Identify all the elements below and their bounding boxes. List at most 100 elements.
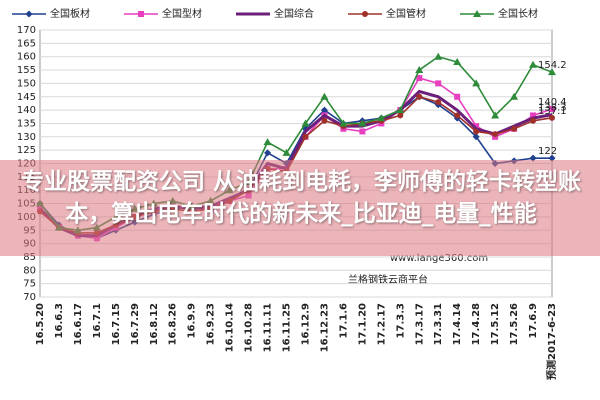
legend-label: 全国板材 (50, 7, 90, 20)
marker (416, 93, 423, 100)
marker (397, 112, 404, 119)
marker (472, 133, 480, 141)
x-tick-label: 16.6.17 (73, 303, 84, 345)
marker (377, 114, 386, 122)
x-tick-label: 17.3.31 (433, 303, 444, 345)
legend-label: 全国管材 (386, 7, 426, 20)
x-tick-label: 17.3.3 (395, 303, 406, 338)
marker (530, 117, 537, 124)
marker (473, 128, 480, 135)
y-tick-label: 165 (17, 38, 36, 49)
marker (529, 154, 537, 162)
x-tick-label: 16.11.11 (263, 303, 274, 352)
y-tick-label: 135 (17, 118, 36, 129)
marker (435, 99, 442, 106)
marker (453, 58, 462, 66)
marker (320, 106, 328, 114)
marker (454, 93, 461, 100)
marker (434, 52, 443, 60)
x-tick-label: 16.12.23 (319, 303, 330, 352)
marker (359, 128, 366, 135)
marker (320, 92, 329, 100)
x-tick-label: 16.10.28 (244, 303, 255, 352)
x-tick-label: 17.2.17 (376, 303, 387, 345)
x-tick-label: 预测2017-6-23 (545, 303, 558, 380)
marker (302, 133, 309, 140)
y-tick-label: 130 (17, 132, 36, 143)
legend-marker (362, 11, 368, 17)
y-tick-label: 150 (17, 78, 36, 89)
watermark-url: www.lange360.com (390, 253, 488, 264)
marker (549, 106, 555, 113)
x-tick-label: 17.4.28 (471, 303, 482, 345)
y-tick-label: 80 (23, 265, 36, 276)
marker (511, 125, 518, 132)
marker (548, 68, 556, 76)
end-value-label: 122 (538, 146, 557, 157)
x-tick-label: 16.11.25 (282, 303, 293, 352)
marker (358, 119, 367, 127)
marker (435, 80, 442, 87)
marker (416, 75, 423, 82)
legend-marker (138, 11, 144, 17)
x-tick-label: 17.3.17 (414, 303, 425, 345)
legend-marker (473, 10, 481, 17)
x-tick-label: 16.7.15 (111, 303, 122, 345)
x-tick-label: 16.7.29 (130, 303, 141, 345)
marker (396, 106, 405, 114)
marker (491, 111, 500, 119)
y-tick-label: 170 (17, 25, 36, 36)
marker (510, 92, 519, 100)
marker (472, 79, 481, 87)
end-value-label: 138.3 (538, 103, 567, 114)
marker (339, 119, 348, 127)
end-value-label: 140.4 (538, 97, 567, 108)
end-value-label: 137.1 (538, 106, 567, 117)
y-tick-label: 125 (17, 145, 36, 156)
marker (321, 117, 328, 124)
x-tick-label: 17.4.14 (452, 303, 463, 345)
end-value-label: 154.2 (538, 60, 567, 71)
marker (301, 119, 310, 127)
marker (473, 123, 480, 130)
x-tick-label: 17.6.9 (528, 303, 539, 338)
y-tick-label: 160 (17, 52, 36, 63)
overlay-headline: 专业股票配资公司 从油耗到电耗，李师傅的轻卡转型账本，算出电车时代的新未来_比亚… (20, 169, 581, 227)
marker (530, 112, 537, 119)
y-tick-label: 75 (23, 279, 36, 290)
y-tick-label: 145 (17, 92, 36, 103)
x-tick-label: 17.5.12 (490, 303, 501, 345)
marker (263, 138, 272, 146)
x-tick-label: 16.6.3 (54, 303, 65, 338)
marker (415, 66, 424, 74)
x-tick-label: 16.12.9 (300, 303, 311, 345)
x-tick-label: 17.1.20 (357, 303, 368, 345)
x-tick-label: 16.9.9 (187, 303, 198, 338)
watermark-name: 兰格钢铁云商平台 (348, 273, 428, 286)
x-tick-label: 17.5.26 (509, 303, 520, 345)
marker (548, 154, 556, 162)
x-tick-label: 16.10.14 (225, 303, 236, 352)
x-tick-label: 17.1.6 (338, 303, 349, 338)
marker (549, 114, 555, 121)
marker (454, 112, 461, 119)
marker (264, 149, 272, 157)
y-tick-label: 85 (23, 252, 36, 263)
x-tick-label: 16.5.20 (35, 303, 46, 345)
overlay-banner (0, 160, 600, 256)
marker (282, 148, 291, 156)
marker (492, 131, 499, 138)
x-tick-label: 16.8.12 (149, 303, 160, 345)
legend-marker (25, 10, 33, 18)
y-tick-label: 70 (23, 292, 36, 303)
x-tick-label: 16.8.26 (168, 303, 179, 345)
y-tick-label: 140 (17, 105, 36, 116)
legend-label: 全国长材 (498, 7, 538, 20)
y-tick-label: 155 (17, 65, 36, 76)
marker (529, 60, 538, 68)
x-tick-label: 16.7.1 (92, 303, 103, 338)
legend-label: 全国型材 (162, 7, 202, 20)
legend-label: 全国综合 (274, 7, 314, 20)
x-tick-label: 16.9.23 (206, 303, 217, 345)
